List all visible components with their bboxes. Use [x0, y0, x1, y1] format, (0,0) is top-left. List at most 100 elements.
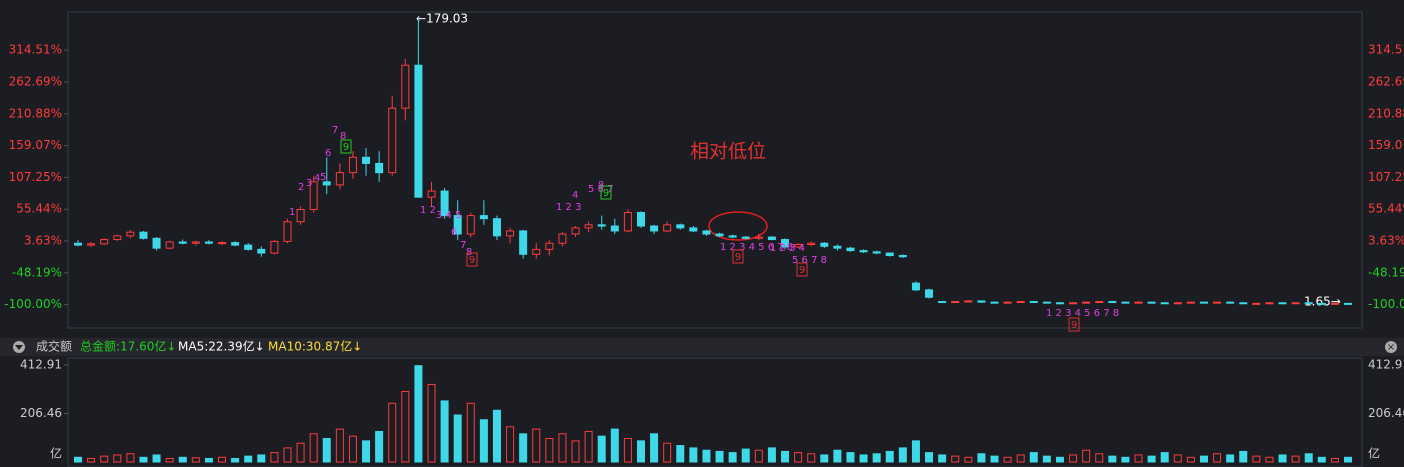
volume-bar	[676, 445, 685, 463]
td-label: 4	[314, 173, 320, 184]
y-tick-label-right: 159.07%	[1368, 138, 1404, 152]
volume-bar	[702, 449, 711, 463]
candle-body	[100, 239, 109, 245]
td-box	[796, 262, 808, 277]
volume-bar	[754, 449, 763, 463]
candle-body	[270, 240, 279, 254]
y-tick-label: 262.69%	[9, 74, 62, 88]
volume-bar	[466, 402, 475, 463]
volume-bar	[1069, 454, 1078, 463]
candle-body	[636, 212, 645, 227]
volume-bar	[492, 409, 501, 463]
y-tick-label: 159.07%	[9, 138, 62, 152]
td-label: 2	[298, 182, 304, 193]
td-label: 4	[572, 190, 578, 201]
candle-body	[964, 300, 973, 303]
volume-bar	[1213, 453, 1222, 463]
candle-body	[1121, 301, 1130, 304]
note: 相对低位	[690, 141, 766, 163]
y-tick-label: 314.51%	[9, 43, 62, 57]
volume-bar	[100, 455, 109, 463]
candle-body	[322, 181, 331, 186]
volume-bar	[885, 450, 894, 463]
volume-bar	[270, 452, 279, 463]
candle-body	[977, 300, 986, 303]
high-label: ←179.03	[416, 12, 468, 26]
candle-body	[466, 215, 475, 235]
highlight-ellipse	[708, 211, 768, 241]
td-label: 5 6 7 8	[792, 255, 827, 266]
volume-bar	[872, 453, 881, 463]
candle-body	[1173, 302, 1182, 305]
close-button[interactable]	[1385, 341, 1397, 353]
volume-bar	[1003, 456, 1012, 463]
candle-body	[1317, 302, 1326, 305]
volume-bar	[87, 457, 96, 463]
candle-body	[283, 221, 292, 242]
candle-body	[741, 236, 750, 239]
candle-body	[126, 231, 135, 237]
volume-bar	[767, 447, 776, 463]
volume-bar	[375, 430, 384, 463]
candle-body	[388, 107, 397, 174]
candle-body	[1226, 301, 1235, 304]
candle-body	[1016, 301, 1025, 304]
candle-body	[767, 236, 776, 241]
candle-body	[807, 242, 816, 245]
y-tick-label-right: 107.25%	[1368, 170, 1404, 184]
volume-frame	[67, 357, 1363, 467]
candle-body	[1160, 302, 1169, 305]
volume-bar	[728, 452, 737, 463]
candle-body	[846, 247, 855, 252]
candle-body	[1042, 301, 1051, 304]
candle-body	[414, 64, 423, 198]
candle-body	[1082, 301, 1091, 304]
td-label: 8	[340, 131, 346, 142]
candle-body	[440, 190, 449, 217]
volume-tick-label: 206.46	[20, 406, 62, 420]
y-tick-label: 107.25%	[9, 170, 62, 184]
candle-body	[1278, 302, 1287, 305]
candle-body	[794, 243, 803, 248]
td-label: 3	[306, 178, 312, 189]
candle-body	[218, 242, 227, 245]
td-label: 1 2 3	[556, 202, 581, 213]
volume-bar	[126, 453, 135, 463]
candle-body	[859, 250, 868, 253]
volume-bar	[1082, 449, 1091, 463]
last-label: 1.65→	[1304, 295, 1341, 309]
candle-body	[1055, 302, 1064, 305]
volume-bar	[191, 457, 200, 463]
volume-bar	[113, 454, 122, 463]
volume-bar	[519, 433, 528, 463]
volume-bar	[231, 457, 240, 463]
volume-bar	[257, 454, 266, 463]
volume-bar	[990, 455, 999, 463]
volume-bar	[1344, 456, 1352, 463]
volume-bar	[74, 456, 82, 463]
candle-body	[296, 208, 305, 223]
volume-bar	[545, 438, 554, 463]
volume-bar	[1173, 454, 1182, 463]
volume-bar	[650, 433, 659, 463]
volume-bar	[558, 433, 567, 463]
volume-bar	[1147, 455, 1156, 463]
y-tick-label: 55.44%	[16, 202, 62, 216]
volume-bar	[794, 452, 803, 463]
volume-bar	[139, 456, 148, 463]
candle-body	[833, 245, 842, 249]
candle-body	[453, 215, 462, 235]
candle-body	[715, 233, 724, 237]
td-box	[732, 249, 744, 264]
candle-body	[231, 242, 240, 246]
td-label: 9	[603, 188, 609, 199]
volume-bar	[218, 456, 227, 463]
volume-tick-label-right: 206.46	[1368, 406, 1404, 420]
volume-title: 成交额	[36, 339, 72, 354]
td-label: 1 2	[420, 205, 436, 216]
candle-body	[597, 224, 606, 227]
candle-body	[885, 252, 894, 257]
y-tick-label: -48.19%	[12, 265, 62, 279]
volume-bar	[388, 402, 397, 463]
volume-bar	[296, 442, 305, 463]
